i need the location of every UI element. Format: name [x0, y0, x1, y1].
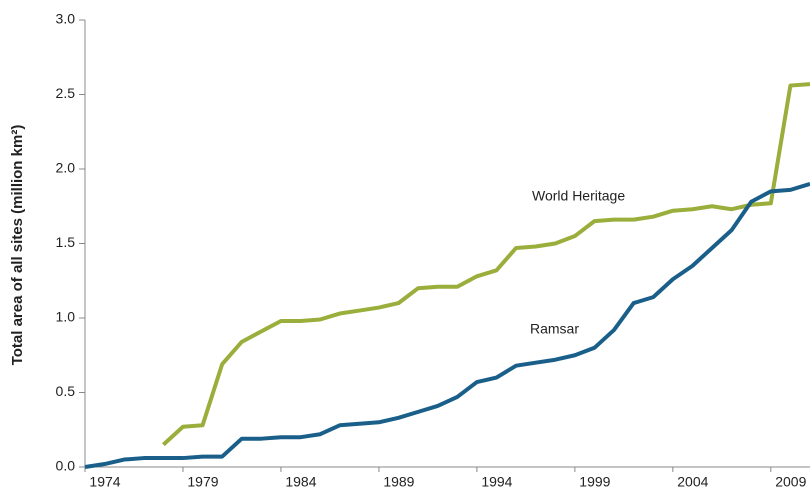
- y-tick-label: 0.5: [56, 383, 76, 399]
- y-tick-label: 1.0: [56, 309, 76, 325]
- y-axis-title: Total area of all sites (million km²): [9, 125, 26, 366]
- x-tick-label: 1979: [187, 474, 218, 490]
- y-tick-label: 2.5: [56, 85, 76, 101]
- x-tick-label: 1994: [481, 474, 512, 490]
- x-tick-label: 1999: [579, 474, 610, 490]
- x-tick-label: 2009: [775, 474, 806, 490]
- y-tick-label: 1.5: [56, 234, 76, 250]
- y-tick-label: 0.0: [56, 458, 76, 474]
- x-tick-label: 1989: [383, 474, 414, 490]
- x-tick-label: 2004: [677, 474, 708, 490]
- series-line: [162, 82, 810, 447]
- x-tick-label: 1984: [285, 474, 316, 490]
- y-tick-label: 2.0: [56, 160, 76, 176]
- series-label: Ramsar: [530, 321, 579, 337]
- x-tick-label: 1974: [89, 474, 120, 490]
- series-label: World Heritage: [532, 188, 625, 204]
- y-tick-label: 3.0: [56, 11, 76, 27]
- series-line: [84, 181, 810, 469]
